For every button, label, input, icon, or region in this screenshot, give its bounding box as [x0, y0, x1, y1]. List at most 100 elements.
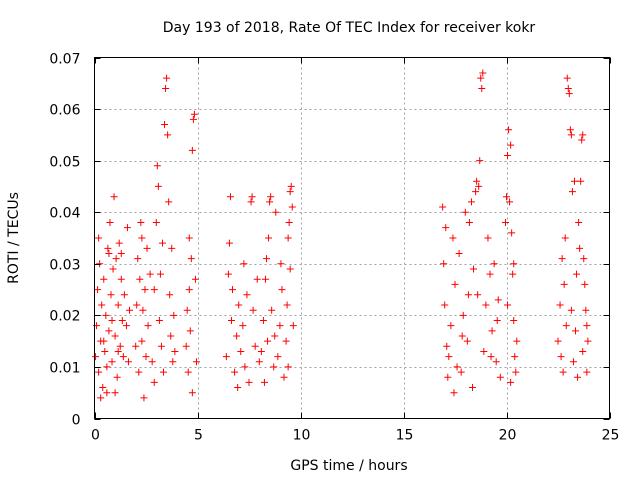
data-point [286, 188, 294, 196]
data-point [95, 368, 103, 376]
data-point [492, 358, 500, 366]
data-point [245, 378, 253, 386]
data-point [280, 373, 288, 381]
data-point [271, 332, 279, 340]
data-point [154, 182, 162, 190]
data-point [568, 188, 576, 196]
data-point [576, 244, 584, 252]
data-point [508, 229, 516, 237]
data-point [138, 234, 146, 242]
chart-title: Day 193 of 2018, Rate Of TEC Index for r… [163, 20, 536, 36]
data-point [286, 265, 294, 273]
y-tick-label: 0.07 [49, 52, 80, 68]
data-point [144, 322, 152, 330]
data-point [274, 353, 282, 361]
data-point [105, 249, 113, 257]
data-point [98, 301, 106, 309]
data-point [509, 270, 517, 278]
y-tick-label: 0.04 [49, 206, 80, 222]
y-axis-label: ROTI / TECUs [6, 192, 22, 284]
grid [94, 57, 610, 419]
data-point [463, 337, 471, 345]
data-point [95, 234, 103, 242]
data-point [284, 363, 292, 371]
data-point [451, 280, 459, 288]
x-axis-ticks: 0 5 10 15 20 25 [91, 57, 619, 444]
data-point [494, 296, 502, 304]
data-point [108, 317, 116, 325]
data-point [285, 219, 293, 227]
data-point [100, 275, 108, 283]
data-point [265, 234, 273, 242]
y-tick-label: 0.03 [49, 258, 80, 274]
data-point [103, 363, 111, 371]
data-point [243, 291, 251, 299]
data-point [584, 337, 592, 345]
data-point [493, 317, 501, 325]
data-point [166, 291, 174, 299]
data-point [513, 337, 521, 345]
data-point [482, 301, 490, 309]
data-point [484, 234, 492, 242]
data-point [113, 373, 121, 381]
data-point [257, 347, 265, 355]
data-point [163, 74, 171, 82]
x-axis-label: GPS time / hours [290, 458, 407, 474]
data-point [496, 373, 504, 381]
y-tick-label: 0.06 [49, 103, 80, 119]
data-point [486, 270, 494, 278]
data-point [112, 255, 120, 263]
data-point [464, 291, 472, 299]
data-point [132, 342, 140, 350]
x-tick-label: 15 [396, 428, 414, 444]
y-tick-label: 0.05 [49, 155, 80, 171]
data-point [574, 373, 582, 381]
data-point [122, 322, 130, 330]
data-point [583, 368, 591, 376]
data-point [289, 322, 297, 330]
data-point [106, 219, 114, 227]
data-point [512, 368, 520, 376]
data-point [123, 224, 131, 232]
data-point [251, 342, 259, 350]
data-point [510, 317, 518, 325]
data-point [117, 275, 125, 283]
data-point [465, 219, 473, 227]
data-point [224, 270, 232, 278]
data-point [248, 193, 256, 201]
data-point [190, 110, 198, 118]
data-point [169, 358, 177, 366]
data-point [185, 234, 193, 242]
data-point [171, 347, 179, 355]
data-point [140, 394, 148, 402]
data-point [566, 126, 574, 134]
data-point [267, 193, 275, 201]
data-point [559, 368, 567, 376]
data-point [92, 353, 100, 361]
data-point [152, 219, 160, 227]
data-point [234, 384, 242, 392]
data-point [135, 368, 143, 376]
data-point [139, 306, 147, 314]
data-point [478, 84, 486, 92]
data-point [229, 286, 237, 294]
data-point [253, 275, 261, 283]
data-point [447, 322, 455, 330]
data-point [99, 384, 107, 392]
data-point [479, 69, 487, 77]
data-point [124, 358, 132, 366]
data-point [287, 182, 295, 190]
data-point [477, 74, 485, 82]
data-point [461, 208, 469, 216]
data-point [261, 275, 269, 283]
data-point [582, 306, 590, 314]
data-point [561, 234, 569, 242]
data-point [556, 301, 564, 309]
data-point [114, 301, 122, 309]
data-point [259, 317, 267, 325]
data-point [564, 84, 572, 92]
data-point [191, 275, 199, 283]
plot-frame [94, 57, 610, 419]
data-point [168, 244, 176, 252]
